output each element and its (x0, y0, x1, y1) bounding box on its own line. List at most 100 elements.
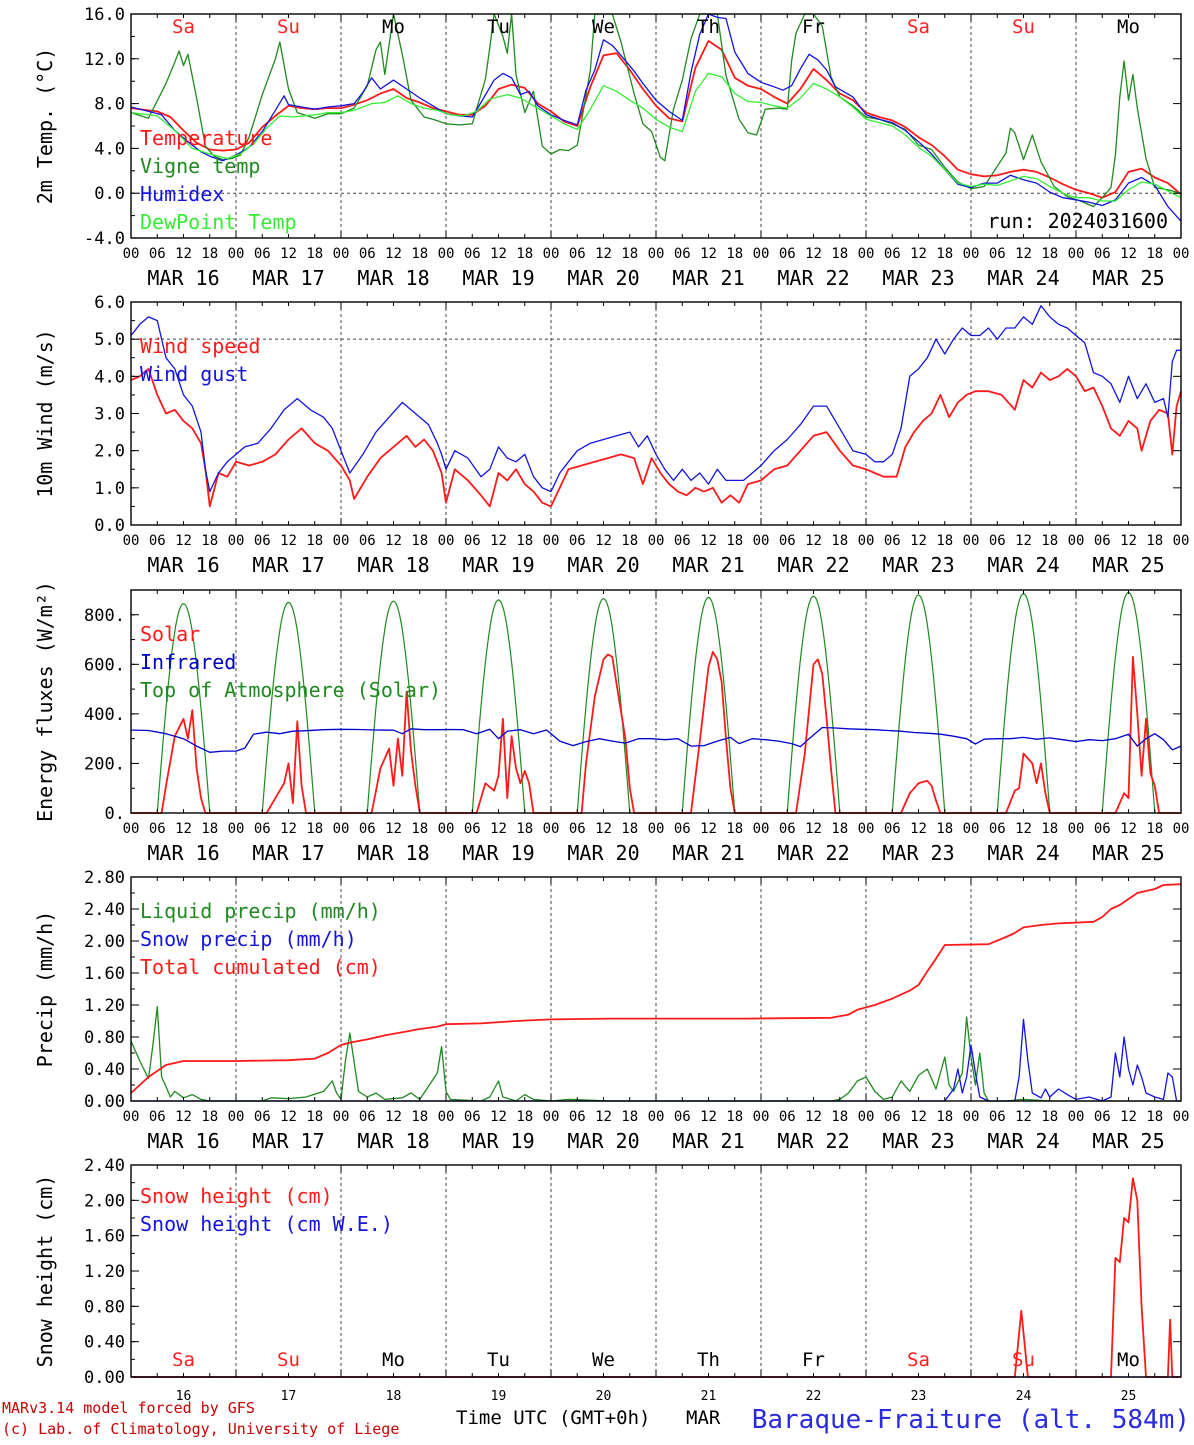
y-tick-label: 12.0 (84, 50, 125, 70)
hour-tick-label: 12 (385, 821, 402, 837)
credit-line-2: (c) Lab. of Climatology, University of L… (2, 1420, 399, 1438)
hour-tick-label: 06 (359, 1109, 376, 1125)
date-label: MAR 16 (147, 1129, 219, 1153)
plot-frame (130, 13, 1182, 239)
hour-tick-label: 00 (858, 246, 875, 262)
hour-tick-label: 06 (254, 533, 271, 549)
y-tick-label: 2.00 (84, 932, 125, 952)
date-label: MAR 19 (462, 841, 534, 865)
date-label: MAR 17 (252, 841, 324, 865)
hour-tick-label: 12 (490, 821, 507, 837)
day-of-week-label: Fr (802, 1349, 825, 1371)
hour-tick-label: 00 (543, 821, 560, 837)
day-number-label: 22 (806, 1389, 822, 1404)
day-of-week-label: Su (277, 16, 300, 38)
y-tick-label: 1.0 (94, 479, 125, 499)
hour-tick-label: 18 (306, 246, 323, 262)
date-label: MAR 16 (147, 553, 219, 577)
day-number-label: 19 (491, 1389, 507, 1404)
hour-tick-label: 00 (543, 1109, 560, 1125)
hour-tick-label: 18 (831, 533, 848, 549)
legend-entry: Total cumulated (cm) (140, 955, 381, 979)
day-number-label: 24 (1016, 1389, 1032, 1404)
date-label: MAR 25 (1092, 1129, 1164, 1153)
hour-tick-label: 12 (910, 1109, 927, 1125)
date-label: MAR 18 (357, 266, 429, 290)
hour-tick-label: 18 (936, 1109, 953, 1125)
y-tick-label: 6.0 (94, 293, 125, 313)
y-tick-label: 0. (105, 804, 125, 824)
legend-entry: Humidex (140, 182, 224, 206)
date-label: MAR 23 (882, 841, 954, 865)
hour-tick-label: 12 (700, 821, 717, 837)
y-tick-label: 0.00 (84, 1092, 125, 1112)
legend-entry: Wind gust (140, 362, 248, 386)
day-number-label: 16 (176, 1389, 192, 1404)
day-of-week-label: Sa (907, 1349, 930, 1371)
hour-tick-label: 06 (989, 533, 1006, 549)
hour-tick-label: 00 (648, 821, 665, 837)
day-of-week-label: Mo (1117, 16, 1140, 38)
hour-tick-label: 00 (1173, 533, 1190, 549)
hour-tick-label: 06 (989, 821, 1006, 837)
day-of-week-label: Sa (907, 16, 930, 38)
hour-tick-label: 06 (464, 533, 481, 549)
day-of-week-label: Tu (487, 16, 510, 38)
hour-tick-label: 18 (726, 821, 743, 837)
date-label: MAR 21 (672, 266, 744, 290)
day-number-label: 18 (386, 1389, 402, 1404)
day-of-week-label: Th (697, 16, 720, 38)
date-label: MAR 22 (777, 841, 849, 865)
hour-tick-label: 18 (1146, 533, 1163, 549)
hour-tick-label: 12 (700, 246, 717, 262)
date-label: MAR 25 (1092, 841, 1164, 865)
hour-tick-label: 12 (280, 1109, 297, 1125)
hour-tick-label: 00 (1068, 821, 1085, 837)
hour-tick-label: 00 (333, 246, 350, 262)
y-tick-label: 400. (84, 705, 125, 725)
day-of-week-label: Sa (172, 1349, 195, 1371)
hour-tick-label: 00 (123, 1109, 140, 1125)
hour-tick-label: 00 (543, 246, 560, 262)
y-tick-label: 4.0 (94, 367, 125, 387)
hour-tick-label: 18 (936, 246, 953, 262)
hour-tick-label: 00 (123, 821, 140, 837)
y-tick-label: 2.40 (84, 1156, 125, 1176)
y-tick-label: 1.60 (84, 964, 125, 984)
series-line-wind-gust (130, 305, 1181, 493)
panel-energy: 0. 200. 400. 600. 800. Energy fluxes (W/m²) So… (33, 581, 1189, 865)
hour-tick-label: 12 (490, 1109, 507, 1125)
hour-tick-label: 12 (280, 533, 297, 549)
hour-tick-label: 06 (254, 821, 271, 837)
hour-tick-label: 18 (726, 1109, 743, 1125)
hour-tick-label: 00 (333, 821, 350, 837)
y-tick-label: 800. (84, 606, 125, 626)
hour-tick-label: 18 (621, 246, 638, 262)
hour-tick-label: 06 (359, 821, 376, 837)
hour-tick-label: 06 (464, 1109, 481, 1125)
day-of-week-label: Su (277, 1349, 300, 1371)
hour-tick-label: 12 (1015, 246, 1032, 262)
y-tick-label: 200. (84, 754, 125, 774)
hour-tick-label: 06 (779, 533, 796, 549)
hour-tick-label: 18 (516, 821, 533, 837)
hour-tick-label: 12 (490, 246, 507, 262)
date-label: MAR 25 (1092, 553, 1164, 577)
date-label: MAR 22 (777, 553, 849, 577)
hour-tick-label: 18 (1041, 533, 1058, 549)
hour-tick-label: 18 (411, 821, 428, 837)
hour-tick-label: 06 (1094, 246, 1111, 262)
hour-tick-label: 18 (1146, 1109, 1163, 1125)
y-tick-label: 5.0 (94, 330, 125, 350)
series-line-wind-speed (130, 367, 1182, 508)
y-tick-label: 8.0 (94, 95, 125, 115)
hour-tick-label: 00 (438, 1109, 455, 1125)
hour-tick-label: 06 (254, 246, 271, 262)
y-tick-label: 1.20 (84, 996, 125, 1016)
date-label: MAR 21 (672, 553, 744, 577)
date-label: MAR 20 (567, 841, 639, 865)
date-label: MAR 17 (252, 266, 324, 290)
hour-tick-label: 06 (884, 1109, 901, 1125)
